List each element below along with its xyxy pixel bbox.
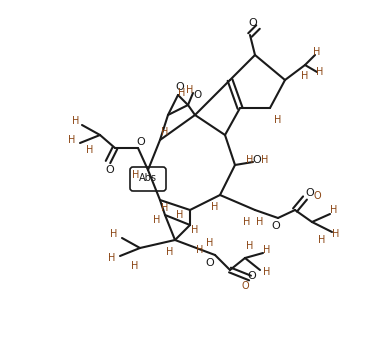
Text: O: O <box>194 90 202 100</box>
Text: H: H <box>256 217 264 227</box>
Text: H: H <box>72 116 80 126</box>
Text: H: H <box>211 202 219 212</box>
Text: H: H <box>178 88 186 98</box>
Text: H: H <box>301 71 309 81</box>
Text: O: O <box>206 258 214 268</box>
Text: H: H <box>132 170 140 180</box>
Text: O: O <box>249 18 257 28</box>
Text: H: H <box>330 205 338 215</box>
Text: H: H <box>316 67 324 77</box>
Text: H: H <box>110 229 118 239</box>
Text: H: H <box>263 245 271 255</box>
Text: H: H <box>68 135 76 145</box>
Text: H: H <box>243 217 251 227</box>
Text: O: O <box>241 281 249 291</box>
Text: H: H <box>186 85 194 95</box>
Text: O: O <box>136 137 145 147</box>
Text: H: H <box>131 261 139 271</box>
Text: H: H <box>161 127 169 137</box>
Text: O: O <box>306 188 314 198</box>
Text: O: O <box>253 155 261 165</box>
Text: H: H <box>108 253 116 263</box>
Text: H: H <box>153 215 161 225</box>
Text: H: H <box>246 155 254 165</box>
Text: Abs: Abs <box>139 173 157 183</box>
Text: H: H <box>166 247 174 257</box>
Text: H: H <box>161 203 169 213</box>
Text: H: H <box>86 145 94 155</box>
Text: O: O <box>313 191 321 201</box>
FancyBboxPatch shape <box>130 167 166 191</box>
Text: H: H <box>196 245 204 255</box>
Text: H: H <box>332 229 340 239</box>
Text: H: H <box>274 115 282 125</box>
Text: H: H <box>191 225 199 235</box>
Text: O: O <box>271 221 280 231</box>
Text: O: O <box>106 165 114 175</box>
Text: H: H <box>261 155 269 165</box>
Text: O: O <box>176 82 184 92</box>
Text: H: H <box>318 235 326 245</box>
Text: H: H <box>263 267 271 277</box>
Text: O: O <box>248 271 256 281</box>
Text: H: H <box>313 47 321 57</box>
Text: H: H <box>206 238 214 248</box>
Text: H: H <box>246 241 254 251</box>
Text: H: H <box>176 210 184 220</box>
